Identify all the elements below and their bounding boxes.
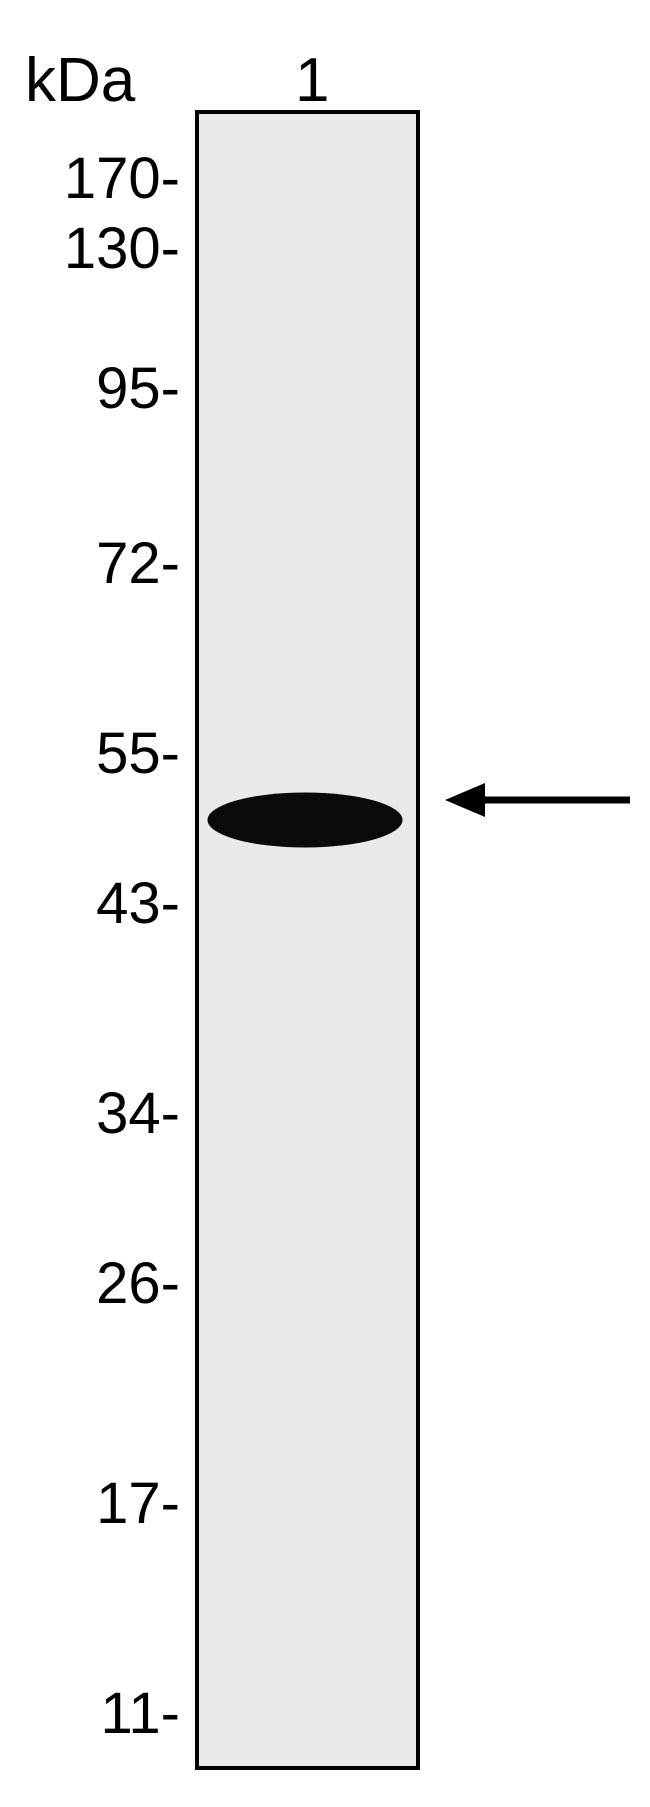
- unit-label-text: kDa: [25, 46, 135, 115]
- marker-label: 170-: [64, 145, 180, 212]
- marker-label: 95-: [96, 355, 180, 422]
- unit-label: kDa: [25, 45, 135, 116]
- marker-label: 11-: [100, 1680, 180, 1747]
- marker-label: 43-: [96, 870, 180, 937]
- arrow-head-icon: [445, 783, 485, 817]
- marker-label: 55-: [96, 720, 180, 787]
- marker-label: 72-: [96, 530, 180, 597]
- blot-band: [208, 793, 403, 848]
- marker-label: 130-: [64, 215, 180, 282]
- lane-header: 1: [295, 45, 329, 116]
- blot-figure: kDa 1 170-130- 95- 72- 55- 43- 34- 26- 17- 11-: [0, 0, 650, 1807]
- marker-label: 26-: [96, 1250, 180, 1317]
- lane-fill: [199, 114, 416, 1766]
- band-arrow: [445, 766, 630, 834]
- marker-label: 34-: [96, 1080, 180, 1147]
- arrow-shaft: [485, 797, 630, 804]
- marker-label: 17-: [96, 1470, 180, 1537]
- lane-header-text: 1: [295, 46, 329, 115]
